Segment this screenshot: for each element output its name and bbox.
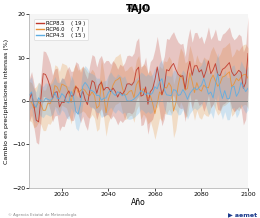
Title: TAJO: TAJO: [126, 4, 151, 14]
Text: © Agencia Estatal de Meteorología: © Agencia Estatal de Meteorología: [8, 213, 76, 217]
Y-axis label: Cambio en precipitaciones intensas (%): Cambio en precipitaciones intensas (%): [4, 38, 9, 164]
Text: ▶ aemet: ▶ aemet: [228, 212, 257, 217]
X-axis label: Año: Año: [131, 198, 146, 207]
Legend: RCP8.5    ( 19 ), RCP6.0    (  7 ), RCP4.5    ( 15 ): RCP8.5 ( 19 ), RCP6.0 ( 7 ), RCP4.5 ( 15…: [34, 19, 88, 40]
Text: ANUAL: ANUAL: [127, 5, 151, 11]
